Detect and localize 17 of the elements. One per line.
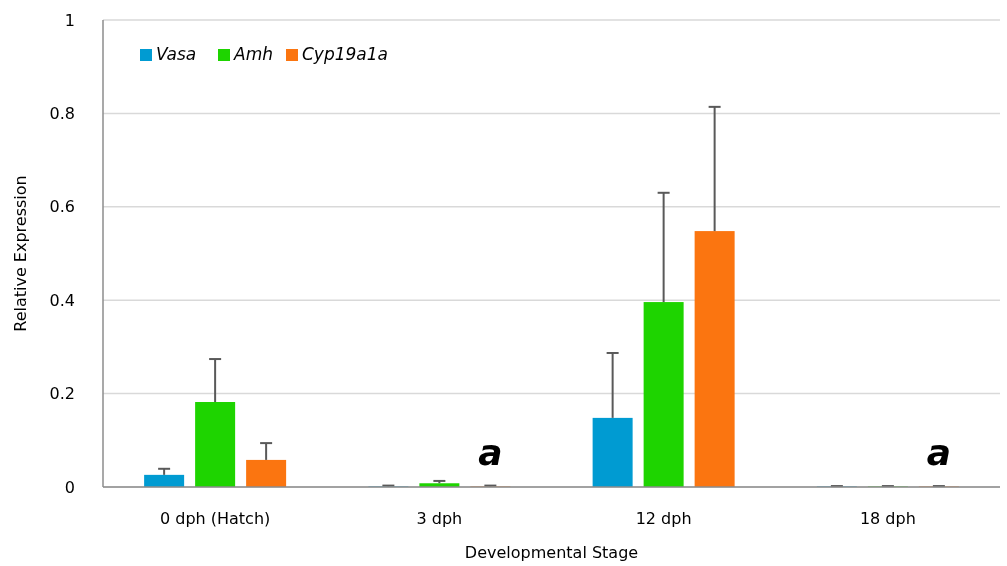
y-tick-label: 0 (64, 477, 75, 497)
y-tick-label: 0.8 (49, 104, 75, 123)
x-tick-label: 0 dph (Hatch) (159, 509, 271, 528)
y-tick-label: 0.2 (49, 384, 75, 404)
y-tick-label: 0.6 (49, 197, 75, 217)
annotation: a (478, 432, 503, 473)
legend-label: Vasa (156, 44, 197, 64)
y-tick-label: 0.4 (49, 290, 75, 310)
x-tick-label: 18 dph (859, 509, 916, 528)
y-tick-label: 1 (64, 10, 75, 30)
legend-label: Cyp19a1a (302, 44, 389, 64)
x-axis-title: Developmental Stage (464, 543, 639, 562)
legend-label: Amh (233, 44, 273, 64)
x-tick-label: 12 dph (635, 509, 692, 528)
x-tick-label: 3 dph (416, 509, 463, 528)
y-axis-title: Relative Expression (11, 175, 30, 332)
annotation: a (926, 432, 952, 473)
